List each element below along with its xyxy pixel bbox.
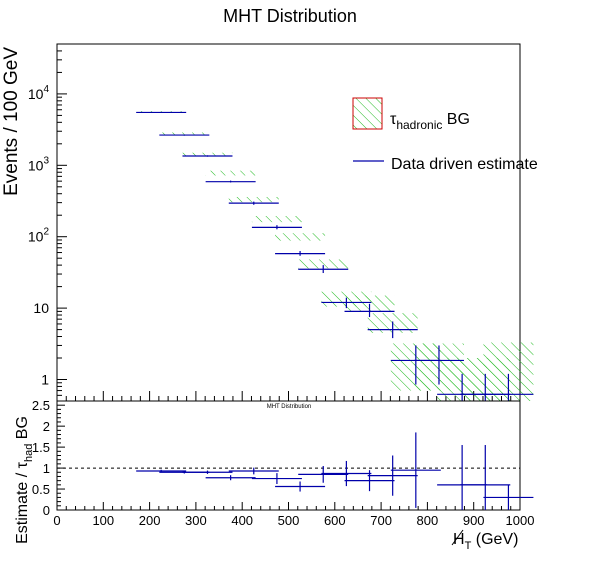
- lower-plot-frame: [56, 400, 521, 511]
- x-tick-label: 800: [417, 513, 439, 528]
- legend-bg-swatch: [352, 97, 383, 130]
- ratio-point: [437, 445, 488, 510]
- lower-panel-title: MHT Distribution: [267, 404, 312, 410]
- ratio-point: [298, 465, 349, 483]
- upper-y-tick-label: 102: [28, 227, 50, 245]
- lower-y-tick-label: 2.5: [32, 398, 50, 413]
- estimate-point: [159, 134, 210, 136]
- estimate-point: [182, 155, 233, 157]
- ratio-point: [182, 470, 233, 474]
- estimate-point: [298, 265, 349, 274]
- ratio-point: [251, 473, 302, 485]
- x-tick-label: 900: [463, 513, 485, 528]
- ratio-point: [460, 445, 511, 510]
- ratio-point: [344, 470, 395, 492]
- legend-estimate-label: Data driven estimate: [391, 156, 538, 173]
- ratio-point: [483, 484, 534, 510]
- bg-band-bin: [205, 170, 256, 176]
- bg-band-bin: [182, 152, 233, 157]
- estimate-point: [251, 225, 302, 230]
- estimate-point: [275, 251, 326, 256]
- estimate-point: [136, 111, 187, 114]
- x-tick-label: 600: [324, 513, 346, 528]
- lower-y-axis-label: Estimate / τhad BG: [14, 416, 35, 544]
- bg-band-bin: [228, 196, 279, 203]
- lower-y-tick-label: 1.5: [32, 440, 50, 455]
- svg-text:HT (GeV): HT (GeV): [453, 531, 518, 552]
- ratio-point: [321, 460, 372, 487]
- legend: τhadronic BG Data driven estimate: [352, 97, 538, 173]
- estimate-point: [413, 345, 464, 385]
- upper-y-axis-label: Events / 100 GeV: [1, 47, 22, 196]
- ratio-point: [390, 432, 441, 508]
- chart-title: MHT Distribution: [223, 6, 357, 26]
- x-axis-label: HT (GeV): [451, 529, 518, 552]
- x-tick-label: 0: [53, 513, 60, 528]
- x-tick-label: 100: [92, 513, 114, 528]
- ratio-point: [228, 467, 279, 475]
- bg-band-bin: [251, 215, 302, 223]
- bg-band-bin: [159, 132, 210, 136]
- bg-band-bin: [298, 259, 349, 269]
- upper-y-tick-label: 104: [28, 84, 50, 102]
- estimate-point: [344, 303, 395, 318]
- ratio-point: [205, 475, 256, 481]
- x-tick-label: 500: [278, 513, 300, 528]
- x-tick-label: 400: [231, 513, 253, 528]
- ratio-point: [275, 481, 326, 492]
- upper-y-tick-label: 10: [33, 300, 49, 316]
- estimate-point: [367, 321, 418, 339]
- x-tick-label: 300: [185, 513, 207, 528]
- bg-band-bin: [344, 295, 395, 312]
- lower-y-tick-label: 2: [43, 419, 50, 434]
- estimate-point: [321, 297, 372, 309]
- estimate-point: [483, 373, 534, 401]
- lower-y-tick-label: 1: [43, 461, 50, 476]
- legend-bg-label: τhadronic BG: [390, 111, 470, 132]
- estimate-point: [205, 180, 256, 183]
- ratio-point: [367, 455, 418, 496]
- upper-y-tick-label: 1: [41, 372, 49, 388]
- bg-band-bin: [275, 233, 326, 241]
- lower-y-tick-label: 0: [43, 503, 50, 518]
- estimate-point: [228, 201, 279, 205]
- upper-y-tick-label: 103: [28, 155, 50, 173]
- lower-y-tick-label: 0.5: [32, 482, 50, 497]
- x-tick-label: 200: [139, 513, 161, 528]
- x-tick-label: 1000: [506, 513, 535, 528]
- x-tick-label: 700: [370, 513, 392, 528]
